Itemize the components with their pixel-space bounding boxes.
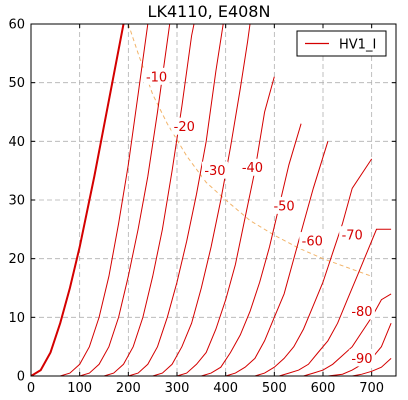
plate-curve-13: [352, 358, 392, 376]
x-tick-label: 700: [359, 381, 384, 396]
curve-label: -80: [351, 305, 372, 320]
curve-label-background: [299, 232, 326, 250]
plate-curve-5: [152, 24, 251, 376]
plate-curve-1: [60, 24, 149, 376]
x-tick-label: 300: [165, 381, 190, 396]
curve-label: -50: [273, 199, 294, 214]
plate-curve-6: [176, 76, 275, 376]
x-tick-label: 500: [262, 381, 287, 396]
axis-ticks: 0 100 200 300 400 500 600 700 0 10 20 30 40 50 60: [8, 18, 396, 396]
plate-curve-9: [254, 158, 373, 376]
x-tick-label: 200: [116, 381, 141, 396]
x-tick-label: 100: [67, 381, 92, 396]
y-tick-label: 40: [8, 135, 25, 150]
plate-curve-0: [31, 24, 125, 376]
plate-curve-2: [79, 24, 171, 376]
plate-curve-8: [225, 141, 329, 376]
y-tick-label: 30: [8, 194, 25, 209]
plate-curve-11: [303, 293, 392, 376]
legend: HV1_I: [296, 30, 387, 57]
curve-label-background: [348, 349, 375, 367]
y-tick-label: 20: [8, 252, 25, 267]
plot-frame: [30, 23, 397, 377]
plate-curves: [31, 24, 392, 376]
curve-label: -70: [342, 229, 363, 244]
curve-label-background: [171, 117, 198, 135]
curve-label: -90: [351, 352, 372, 367]
plate-curve-7: [201, 123, 302, 376]
curve-label: -10: [146, 70, 167, 85]
x-tick-label: 600: [311, 381, 336, 396]
grid: [31, 24, 396, 376]
curve-label-background: [143, 67, 170, 85]
curve-label-background: [348, 302, 375, 320]
y-tick-label: 60: [8, 18, 25, 33]
y-tick-label: 0: [17, 370, 25, 385]
chart-title: LK4110, E408N: [148, 2, 271, 21]
curve-label: -40: [242, 161, 263, 176]
curve-label-background: [339, 226, 366, 244]
power-limit-curve: [127, 23, 372, 277]
y-tick-label: 50: [8, 76, 25, 91]
legend-label-hv1-i: HV1_I: [339, 38, 376, 53]
x-tick-label: 0: [27, 381, 35, 396]
power-limit-line: [127, 23, 372, 277]
curve-labels: -10 -20 -30 -40 -50 -60 -70 -80 -90: [143, 67, 375, 367]
curve-label: -30: [204, 164, 225, 179]
curve-label-background: [271, 196, 298, 214]
curve-label: -20: [174, 120, 195, 135]
curve-label-background: [201, 161, 228, 179]
curve-label: -60: [302, 235, 323, 250]
plate-curve-10: [279, 228, 392, 376]
curve-label-background: [239, 158, 266, 176]
x-tick-label: 400: [213, 381, 238, 396]
y-tick-label: 10: [8, 311, 25, 326]
plate-curve-4: [128, 24, 224, 376]
plate-curve-3: [103, 24, 195, 376]
